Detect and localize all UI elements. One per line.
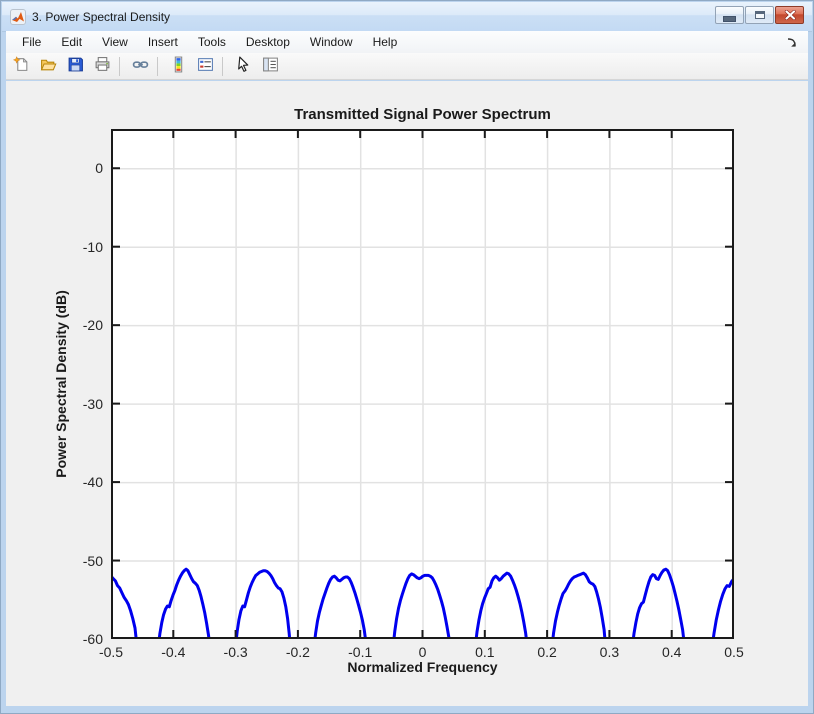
x-tick-label: 0.2 — [537, 644, 557, 660]
x-tick-label: -0.4 — [161, 644, 186, 660]
plot-title: Transmitted Signal Power Spectrum — [294, 106, 551, 123]
toolbar-separator — [119, 56, 120, 76]
x-tick-label: -0.3 — [223, 644, 248, 660]
plot-area — [111, 129, 734, 639]
window-title: 3. Power Spectral Density — [32, 9, 171, 24]
psd-line — [111, 574, 138, 639]
restore-button[interactable] — [745, 6, 774, 24]
print-figure-button[interactable] — [90, 55, 114, 78]
y-tick-label: 0 — [95, 160, 103, 177]
minimize-icon — [723, 15, 736, 22]
psd-line — [711, 577, 734, 639]
psd-line — [234, 569, 292, 639]
print-icon — [94, 56, 111, 76]
insert-legend-button[interactable] — [193, 55, 217, 78]
title-bar[interactable]: 3. Power Spectral Density — [2, 2, 812, 32]
menu-tools[interactable]: Tools — [197, 35, 226, 49]
psd-line — [631, 567, 686, 639]
toolbar-separator — [222, 56, 223, 76]
plot-browser-icon — [262, 56, 279, 76]
menu-window[interactable]: Window — [309, 35, 353, 49]
menu-bar: File Edit View Insert Tools Desktop Window Help — [6, 31, 808, 53]
y-tick-label: -30 — [82, 395, 103, 412]
show-plot-tools-button[interactable] — [258, 55, 282, 78]
y-tick-label: -50 — [82, 552, 103, 569]
psd-line — [474, 571, 528, 639]
menu-desktop[interactable]: Desktop — [245, 35, 290, 49]
link-icon — [132, 56, 149, 76]
pointer-icon — [235, 56, 252, 76]
restore-icon — [754, 11, 765, 19]
open-file-button[interactable] — [36, 55, 60, 78]
menu-insert[interactable]: Insert — [147, 35, 178, 49]
x-tick-label: -0.5 — [98, 644, 124, 660]
psd-line — [157, 567, 211, 639]
axes-box — [111, 129, 734, 639]
new-document-icon — [12, 56, 30, 76]
y-tick-label: -60 — [82, 631, 103, 647]
insert-colorbar-button[interactable] — [166, 55, 190, 78]
x-tick-label: -0.2 — [285, 644, 310, 660]
psd-line — [313, 574, 367, 639]
x-tick-label: 0.5 — [724, 644, 744, 660]
x-tick-label: 0.1 — [475, 644, 495, 660]
close-icon — [784, 10, 796, 20]
menu-help[interactable]: Help — [372, 35, 398, 49]
menu-edit[interactable]: Edit — [61, 35, 83, 49]
y-tick-label: -40 — [82, 474, 103, 491]
open-folder-icon — [40, 56, 57, 76]
menu-file[interactable]: File — [22, 35, 42, 49]
figure-canvas: Transmitted Signal Power Spectrum Power … — [6, 81, 808, 706]
y-tick-label: -10 — [82, 238, 103, 255]
save-icon — [67, 56, 84, 76]
close-button[interactable] — [775, 6, 804, 24]
minimize-button[interactable] — [715, 6, 744, 24]
dock-arrow-icon[interactable] — [786, 36, 798, 48]
save-figure-button[interactable] — [63, 55, 87, 78]
menu-view[interactable]: View — [102, 35, 128, 49]
edit-plot-button[interactable] — [231, 55, 255, 78]
legend-icon — [197, 56, 214, 76]
x-tick-label: 0.4 — [661, 644, 682, 660]
toolbar-separator — [157, 56, 158, 76]
matlab-figure-icon — [10, 8, 26, 25]
psd-line — [551, 571, 607, 639]
x-axis-label: Normalized Frequency — [347, 659, 498, 675]
colorbar-icon — [170, 56, 187, 76]
x-tick-label: 0 — [418, 644, 427, 660]
psd-line — [392, 572, 451, 639]
figure-toolbar — [6, 53, 808, 80]
link-plot-button[interactable] — [128, 55, 152, 78]
window-controls — [715, 6, 804, 24]
x-tick-label: 0.3 — [599, 644, 620, 660]
x-tick-label: -0.1 — [348, 644, 373, 660]
y-tick-label: -20 — [82, 317, 103, 334]
new-figure-button[interactable] — [9, 55, 33, 78]
